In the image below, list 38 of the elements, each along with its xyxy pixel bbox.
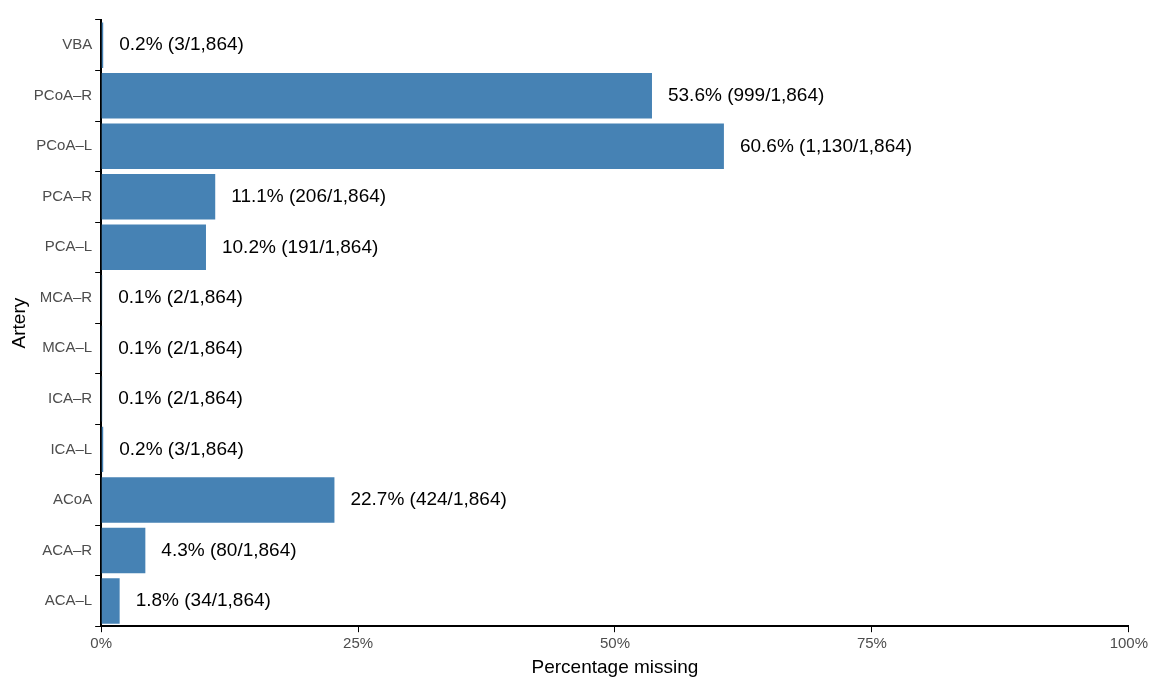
data-label: 0.1% (2/1,864) [118, 387, 243, 409]
data-label: 0.2% (3/1,864) [119, 33, 244, 55]
y-tick-label: ACA–L [44, 591, 93, 609]
y-tick-label: PCoA–L [36, 136, 93, 154]
data-label: 53.6% (999/1,864) [667, 84, 825, 106]
y-tick-label: ACA–R [42, 540, 93, 558]
x-tick-label: 100% [1109, 634, 1149, 652]
bar [101, 73, 652, 119]
y-axis-title: Artery [7, 297, 29, 349]
y-tick-label: PCoA–R [33, 85, 93, 103]
bar [101, 123, 724, 170]
data-label: 0.1% (2/1,864) [118, 336, 243, 358]
x-tick-label: 75% [856, 634, 887, 652]
bar [101, 174, 216, 220]
x-tick-label: 25% [343, 634, 374, 652]
y-tick-label: PCA–L [44, 237, 93, 255]
y-tick-label: ACoA [52, 490, 93, 508]
y-tick-label: ICA–R [47, 389, 93, 407]
data-label: 0.1% (2/1,864) [118, 286, 243, 308]
x-tick-label: 0% [90, 634, 112, 652]
y-tick-label: ICA–L [50, 439, 93, 457]
bar [101, 477, 335, 523]
data-label: 22.7% (424/1,864) [350, 488, 507, 510]
bar [101, 527, 146, 574]
data-label: 60.6% (1,130/1,864) [739, 134, 913, 156]
bar [101, 578, 120, 624]
y-tick-label: MCA–L [42, 338, 93, 356]
x-tick-label: 50% [599, 634, 630, 652]
data-label: 0.2% (3/1,864) [119, 437, 244, 459]
y-tick-label: PCA–R [42, 186, 93, 204]
data-label: 11.1% (206/1,864) [231, 185, 387, 207]
bar [101, 224, 206, 271]
data-label: 4.3% (80/1,864) [161, 538, 297, 560]
data-label: 10.2% (191/1,864) [221, 235, 379, 257]
y-tick-label: VBA [62, 35, 93, 53]
y-tick-label: MCA–R [39, 287, 93, 305]
data-label: 1.8% (34/1,864) [135, 589, 271, 611]
x-axis-title: Percentage missing [531, 655, 699, 677]
